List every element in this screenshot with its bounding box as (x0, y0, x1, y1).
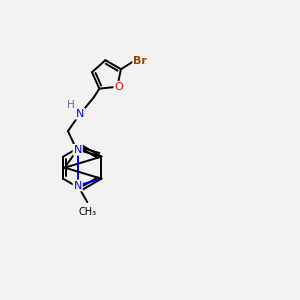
Text: N: N (74, 145, 82, 155)
Text: N: N (74, 181, 82, 190)
Text: CH₃: CH₃ (79, 207, 97, 218)
Text: O: O (114, 82, 123, 92)
Text: H: H (67, 100, 75, 110)
Text: N: N (76, 109, 84, 119)
Text: Br: Br (133, 56, 147, 66)
